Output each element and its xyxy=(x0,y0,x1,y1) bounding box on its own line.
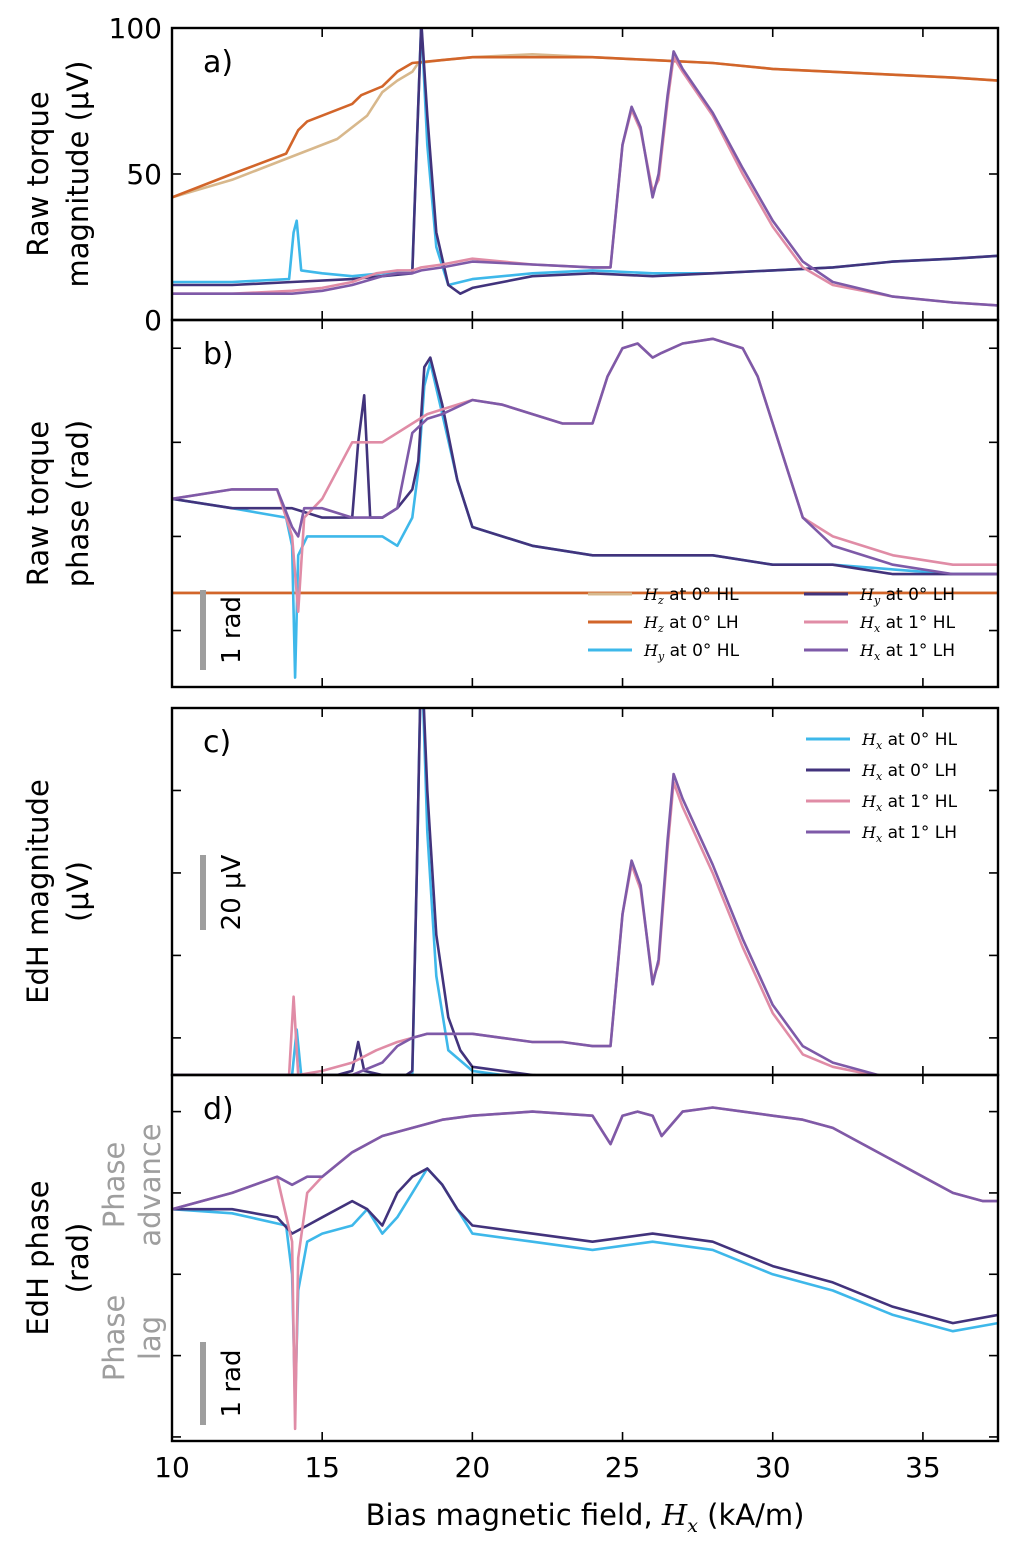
plot-frame xyxy=(170,1073,1000,1443)
panel-label: c) xyxy=(203,725,231,760)
legend-entry: Hz at 0° HL xyxy=(643,585,739,607)
series-line-1-1 xyxy=(172,52,998,199)
y-axis-label: phase (rad) xyxy=(61,420,95,587)
y-axis-label: EdH phase xyxy=(21,1180,55,1335)
x-axis-label: Bias magnetic field, Hx (kA/m) xyxy=(366,1498,805,1537)
plot-frame xyxy=(170,26,1000,322)
plot-frame xyxy=(170,318,1000,689)
panel-1: 0 50 100 a) Raw torque magnitude (μV) xyxy=(21,12,1000,337)
x-tick-label: 25 xyxy=(605,1451,641,1484)
phase-advance-label: Phase xyxy=(97,1142,131,1229)
x-tick-label: 10 xyxy=(154,1451,190,1484)
y-axis-label: Raw torque xyxy=(21,421,55,586)
series-line-1-6 xyxy=(172,50,998,307)
legend-entry: Hy at 0° LH xyxy=(859,585,955,607)
legend-entry: Hx at 1° HL xyxy=(859,613,956,635)
y-tick-label: 100 xyxy=(109,12,162,45)
phase-advance-label: advance xyxy=(133,1123,167,1246)
series-line-4-3 xyxy=(172,1106,998,1431)
x-tick-label: 30 xyxy=(755,1451,791,1484)
scale-bar-label: 1 rad xyxy=(217,596,247,664)
series-line-2-6 xyxy=(172,337,998,576)
series-line-2-4 xyxy=(172,356,998,576)
series-line-4-2 xyxy=(172,1167,998,1325)
legend: Hz at 0° HL Hz at 0° LH Hy at 0° HL Hy at 0… xyxy=(588,585,956,663)
legend-entry: Hz at 0° LH xyxy=(643,613,739,635)
y-tick-label: 0 xyxy=(144,304,162,337)
panel-label: d) xyxy=(203,1092,234,1127)
legend-entry: Hx at 0° HL xyxy=(861,730,958,752)
x-tick-label: 15 xyxy=(304,1451,340,1484)
legend-entry: Hy at 0° HL xyxy=(643,641,740,663)
series-line-1-4 xyxy=(172,28,998,296)
series-line-3-2 xyxy=(172,708,552,1075)
legend-entry: Hx at 1° LH xyxy=(859,641,955,663)
series-line-3-4 xyxy=(172,772,883,1075)
legend: Hx at 0° HL Hx at 0° LH Hx at 1° HL Hx at 1… xyxy=(806,730,958,845)
y-axis-label: (rad) xyxy=(61,1223,95,1294)
panel-label: b) xyxy=(203,337,234,372)
x-tick-label: 20 xyxy=(455,1451,491,1484)
x-tick-label: 35 xyxy=(905,1451,941,1484)
series-line-1-3 xyxy=(172,28,998,287)
legend-entry: Hx at 1° HL xyxy=(861,792,958,814)
series-line-3-1 xyxy=(172,708,513,1075)
y-axis-label: Raw torque xyxy=(21,91,55,256)
legend-entry: Hx at 1° LH xyxy=(861,823,957,845)
phase-lag-label: Phase xyxy=(97,1295,131,1382)
series-line-4-4 xyxy=(172,1106,998,1211)
y-axis-label: EdH magnitude xyxy=(21,779,55,1004)
scale-bar-label: 20 μV xyxy=(217,854,247,930)
legend-entry: Hx at 0° LH xyxy=(861,761,957,783)
phase-lag-label: lag xyxy=(133,1316,167,1360)
scale-bar-label: 1 rad xyxy=(217,1350,247,1418)
panel-label: a) xyxy=(203,45,233,80)
y-axis-label: magnitude (μV) xyxy=(61,60,95,287)
series-line-1-2 xyxy=(172,55,998,199)
y-axis-label: (μV) xyxy=(61,861,95,922)
y-tick-label: 50 xyxy=(126,158,162,191)
